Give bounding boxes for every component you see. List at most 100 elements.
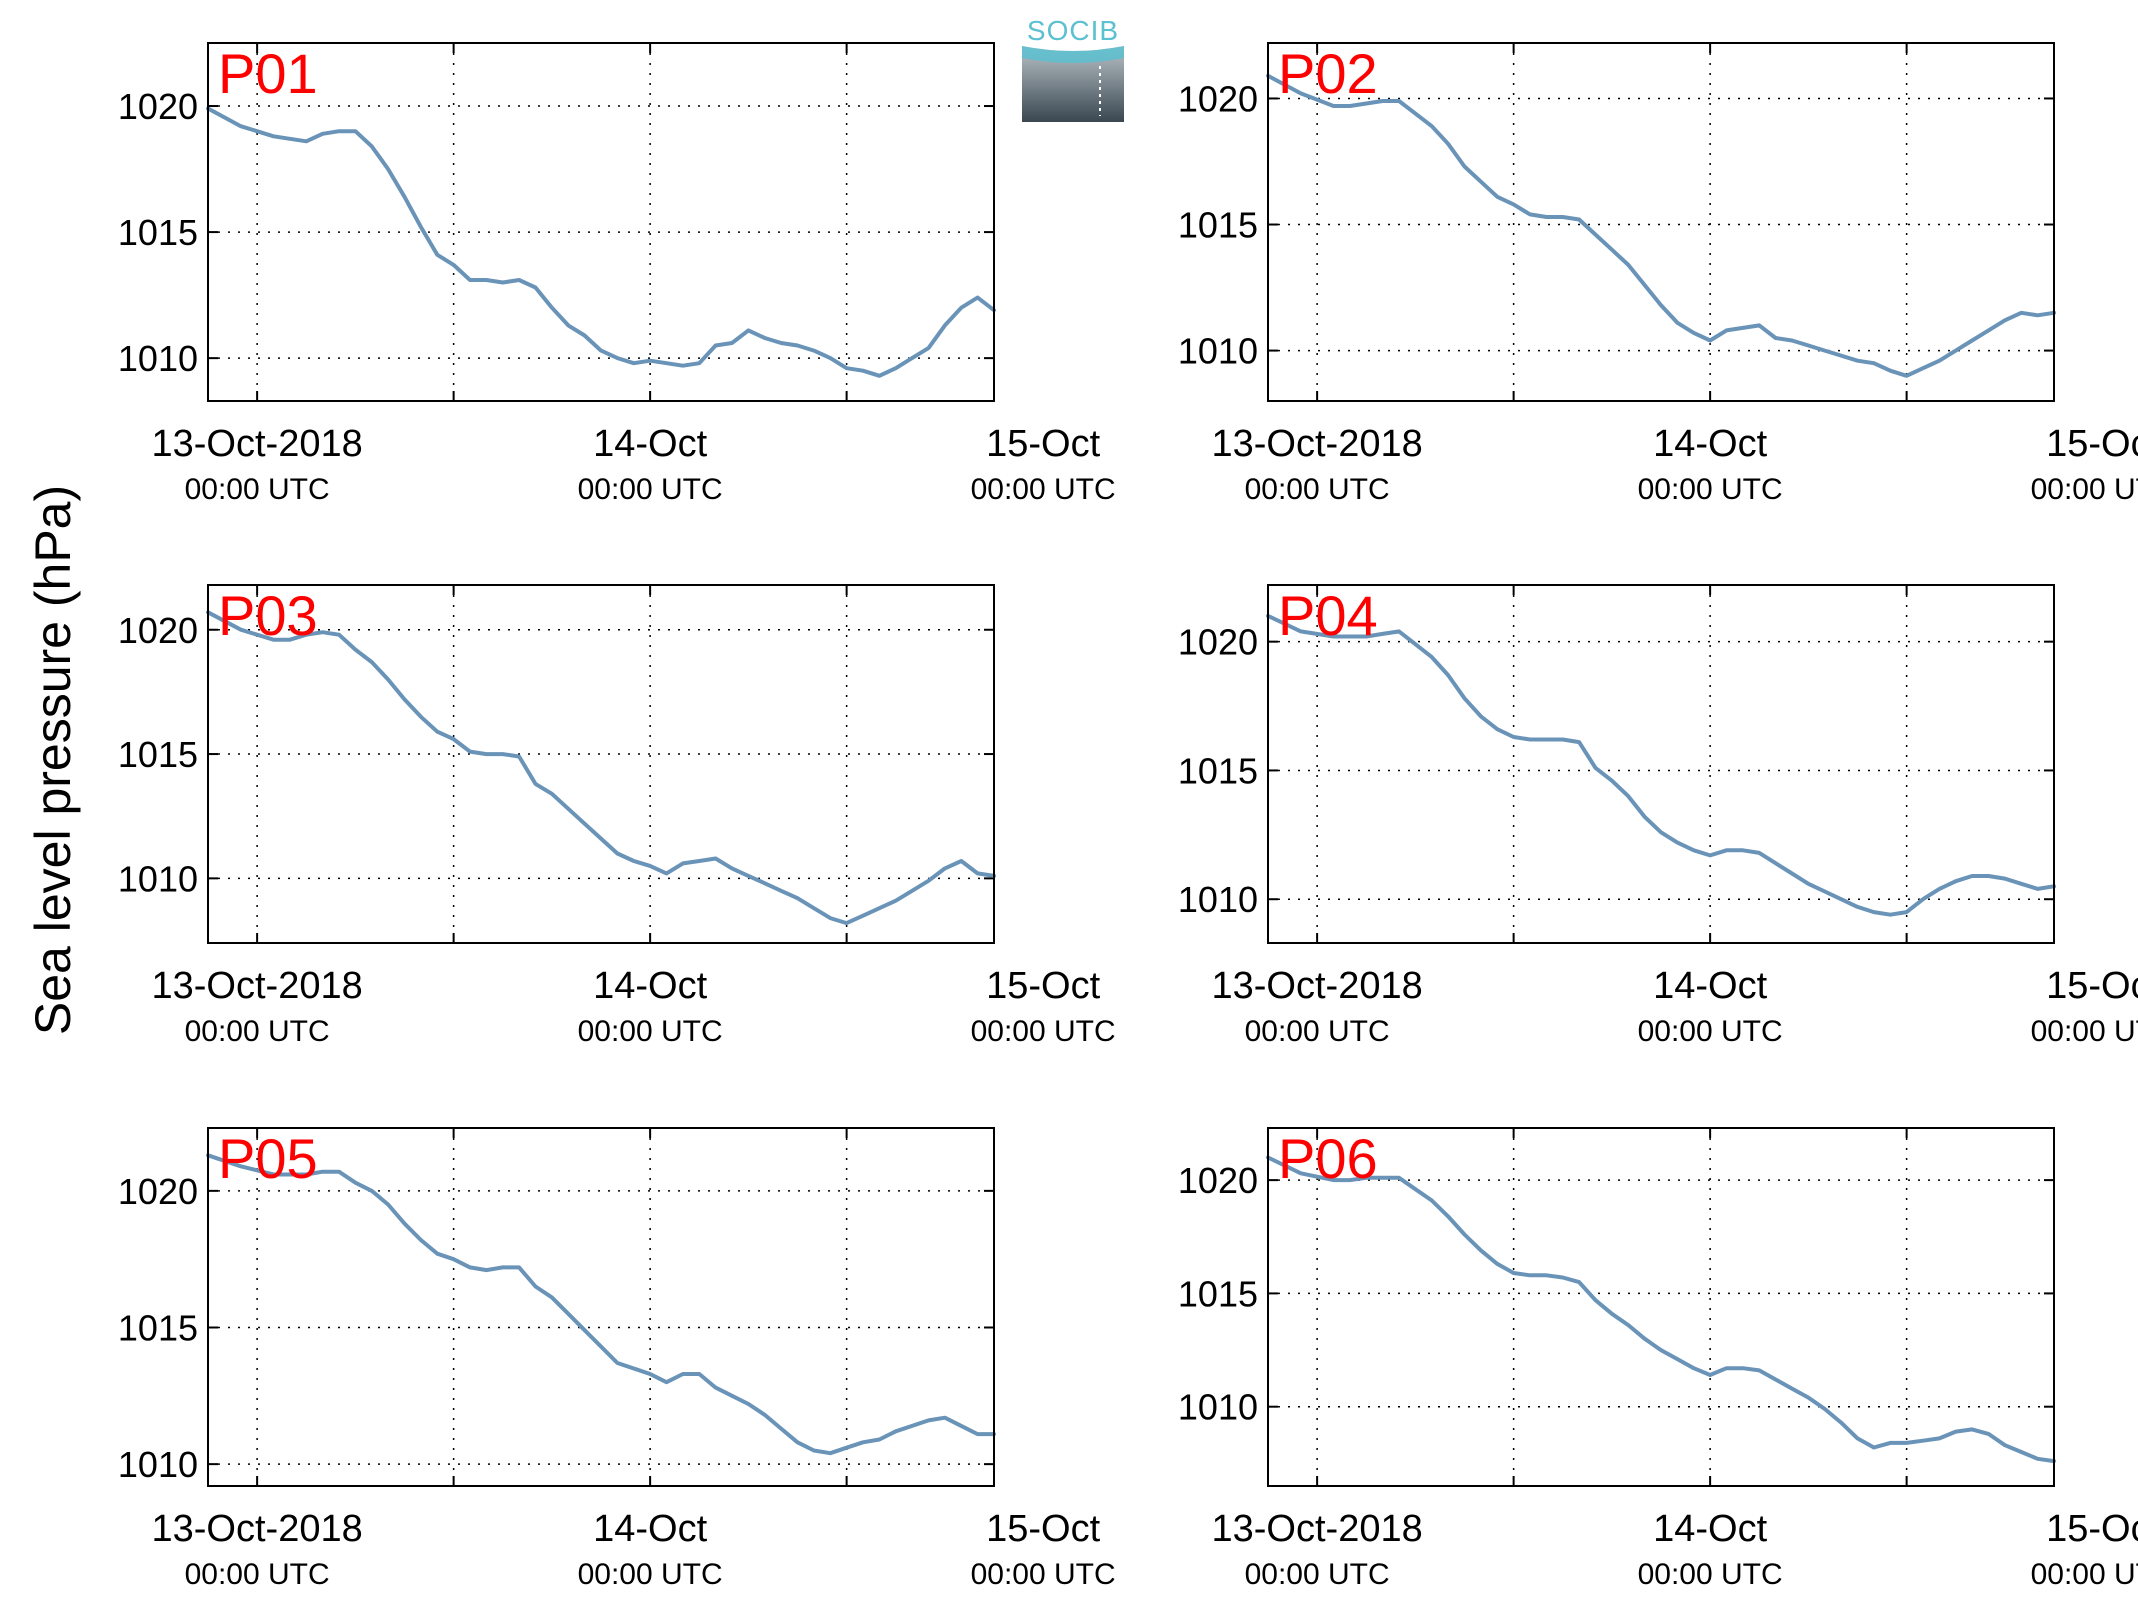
socib-logo: SOCIB [1022,15,1124,122]
data-point [714,1386,717,1389]
y-axis-label: Sea level pressure (hPa) [25,485,81,1035]
data-point [518,755,520,758]
data-point [1987,875,1990,877]
data-point [485,753,488,755]
y-tick-label: 1020 [118,1171,198,1212]
x-tick-label-time: 00:00 UTC [1245,1558,1390,1591]
data-point [862,914,864,917]
data-point [485,1269,488,1271]
data-point [583,1329,586,1332]
data-point [1627,795,1630,797]
pressure-series-line [206,610,996,926]
data-point [1823,1408,1826,1410]
data-point [1299,92,1302,95]
data-point [600,837,602,840]
data-point [632,860,635,862]
data-point [1611,779,1613,782]
x-tick-label-date: 14-Oct [1653,965,1767,1007]
data-point [1529,213,1531,216]
data-point [649,1373,651,1375]
data-point [649,865,651,867]
data-point [845,1446,848,1449]
data-point [845,367,848,370]
data-point [1398,1177,1400,1179]
x-tick-label-time: 00:00 UTC [1245,1015,1390,1048]
data-point [1545,1274,1548,1277]
data-point [239,1165,242,1168]
x-tick-label-time: 00:00 UTC [2031,1015,2138,1048]
data-point [1414,643,1417,646]
data-point [1561,216,1564,218]
data-point [272,638,275,641]
data-point [583,822,586,825]
data-point [927,347,930,349]
data-point [960,306,963,309]
data-point [911,357,913,359]
data-point [780,1427,782,1430]
panel-p04: 1010 1015 1020 13-Oct-2018 00:00 UTC 14-Oct 00… [1178,584,2138,1048]
x-tick-label-date: 13-Oct-2018 [1212,1508,1423,1550]
data-point [1660,304,1662,306]
data-point [1889,369,1892,372]
data-point [305,633,308,636]
data-point [1496,1263,1499,1265]
data-point [469,279,471,281]
data-point [567,807,570,810]
data-point [1791,872,1793,875]
data-point [1365,1177,1368,1179]
y-axis-label-svg: Sea level pressure (hPa) [25,485,81,1035]
data-point [1971,339,1973,342]
data-point [501,281,504,284]
data-point [1954,349,1957,352]
panel-label: P03 [218,584,318,647]
data-point [1561,1276,1564,1279]
data-point [1709,339,1711,342]
data-point [960,860,963,862]
panel-label: P06 [1278,1127,1378,1190]
x-tick-label-time: 00:00 UTC [2031,1558,2138,1591]
data-point [1414,112,1417,115]
data-point [944,324,946,327]
x-tick-label-time: 00:00 UTC [578,1558,723,1591]
data-point [1463,1233,1466,1236]
data-point [780,342,782,344]
data-point [1938,359,1941,362]
data-point [1742,327,1744,329]
data-point [403,698,406,701]
data-point [2004,877,2006,880]
data-point [698,860,701,862]
data-point [780,889,782,892]
data-point [1463,165,1466,168]
data-point [534,783,537,785]
axes-frame [207,1127,995,1487]
data-point [1447,143,1449,145]
data-point [731,867,733,870]
x-tick-label-date: 14-Oct [593,1508,707,1550]
data-point [1529,1274,1531,1277]
data-point [501,753,504,755]
x-tick-label-date: 15-Oct [2046,423,2138,465]
y-axis-label-container: Sea level pressure (hPa) [0,0,120,1613]
data-point [387,168,389,170]
data-point [289,1173,291,1176]
data-point [1807,882,1810,885]
data-point [2036,314,2039,317]
data-point [1447,1215,1449,1218]
data-point [829,917,832,919]
data-point [632,1367,635,1370]
y-tick-label: 1020 [118,86,198,127]
data-point [420,715,422,718]
data-point [1660,1349,1662,1351]
data-point [1643,284,1646,286]
y-tick-label: 1010 [118,338,198,379]
data-point [452,738,455,740]
data-point [927,1419,930,1422]
data-point [1922,367,1924,370]
data-point [354,130,357,133]
data-point [420,1239,422,1241]
data-point [960,1425,963,1427]
data-point [289,638,291,641]
data-point [1627,1324,1630,1326]
pressure-series-line [1266,73,2056,378]
data-point [1905,1442,1908,1444]
